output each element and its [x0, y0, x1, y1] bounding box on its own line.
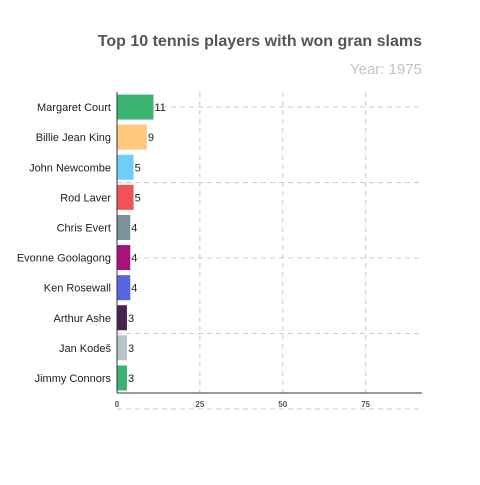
bar-5[interactable]	[117, 214, 131, 240]
x-tick-label-1: 25	[195, 400, 204, 409]
value-label-2: 9	[148, 132, 154, 144]
grid-layer	[117, 92, 422, 410]
chart-subtitle: Year: 1975	[350, 61, 422, 78]
bar-1[interactable]	[117, 94, 154, 120]
category-label-1: Margaret Court	[37, 102, 111, 114]
label-layer: 11 Margaret Court 9 Billie Jean King 5 John N…	[17, 102, 166, 385]
bar-3[interactable]	[117, 154, 134, 180]
value-label-10: 3	[128, 373, 134, 385]
bar-9[interactable]	[117, 335, 127, 361]
value-label-1: 11	[154, 102, 165, 114]
x-tick-label-3: 75	[361, 400, 370, 409]
x-tick-label-0: 0	[115, 400, 120, 409]
bar-2[interactable]	[117, 124, 147, 150]
x-tick-label-2: 50	[278, 400, 287, 409]
value-label-3: 5	[135, 162, 141, 174]
bar-8[interactable]	[117, 305, 127, 331]
category-label-7: Ken Rosewall	[44, 283, 111, 295]
chart-title: Top 10 tennis players with won gran slam…	[97, 33, 422, 50]
category-label-2: Billie Jean King	[36, 132, 111, 144]
value-label-4: 5	[135, 192, 141, 204]
bar-layer	[117, 94, 154, 391]
subtitle-label: Year:	[349, 61, 389, 78]
category-label-3: John Newcombe	[29, 162, 111, 174]
bar-4[interactable]	[117, 184, 134, 210]
axis-layer: 0 25 50 75	[115, 92, 422, 409]
category-label-4: Rod Laver	[60, 192, 111, 204]
value-label-8: 3	[128, 313, 134, 325]
category-label-10: Jimmy Connors	[35, 373, 112, 385]
bar-10[interactable]	[117, 365, 127, 391]
category-label-9: Jan Kodeš	[59, 343, 111, 355]
category-label-8: Arthur Ashe	[54, 313, 111, 325]
bar-6[interactable]	[117, 245, 131, 271]
category-label-6: Evonne Goolagong	[17, 253, 111, 265]
bar-7[interactable]	[117, 275, 131, 301]
category-label-5: Chris Evert	[57, 222, 111, 234]
value-label-6: 4	[131, 253, 137, 265]
value-label-5: 4	[131, 222, 137, 234]
subtitle-year: 1975	[388, 61, 422, 78]
value-label-9: 3	[128, 343, 134, 355]
value-label-7: 4	[131, 283, 137, 295]
